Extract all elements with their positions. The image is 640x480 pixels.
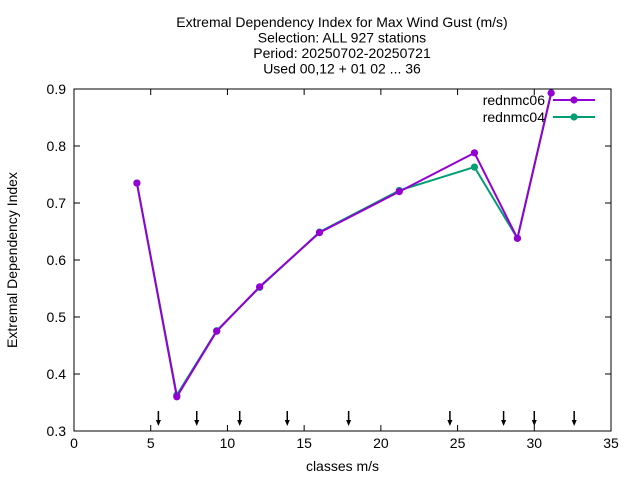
y-tick-label: 0.7	[47, 195, 67, 211]
data-point	[213, 327, 221, 335]
legend-swatch-point	[570, 113, 578, 121]
class-threshold-arrows	[155, 411, 577, 426]
data-point	[315, 229, 324, 237]
x-tick-label: 20	[373, 435, 389, 451]
legend-label: rednmc06	[483, 92, 545, 108]
axis-ticks: 0 5 10 15 20 25 30 35 0.3 0.4 0.5 0.6 0.7 0.8 0.9	[47, 81, 619, 451]
x-tick-label: 10	[220, 435, 236, 451]
series-line	[135, 92, 553, 397]
class-threshold-arrow	[155, 411, 161, 426]
y-axis-label: Extremal Dependency Index	[4, 172, 20, 348]
y-tick-label: 0.8	[47, 138, 67, 154]
class-threshold-arrow	[447, 411, 453, 426]
x-tick-label: 5	[147, 435, 155, 451]
legend-item-rednmc04: rednmc04	[483, 109, 595, 125]
x-tick-label: 35	[603, 435, 619, 451]
legend-item-rednmc06: rednmc06	[483, 92, 595, 108]
class-threshold-arrow	[284, 411, 290, 426]
data-point	[513, 234, 522, 242]
x-tick-label: 30	[526, 435, 542, 451]
series-rednmc04	[133, 89, 555, 399]
plot-frame	[73, 88, 612, 432]
data-point	[547, 89, 555, 97]
series-rednmc06	[133, 89, 555, 401]
legend-swatch-point	[570, 96, 578, 104]
y-tick-label: 0.3	[47, 423, 67, 439]
x-tick-label: 0	[70, 435, 78, 451]
class-threshold-arrow	[501, 411, 507, 426]
class-threshold-arrow	[194, 411, 200, 426]
class-threshold-arrow	[346, 411, 352, 426]
chart-title-line: Selection: ALL 927 stations	[258, 30, 426, 46]
data-point	[395, 188, 403, 196]
data-point	[256, 283, 264, 291]
x-axis-label: classes m/s	[306, 458, 379, 474]
chart-title-line: Used 00,12 + 01 02 ... 36	[263, 61, 421, 77]
y-tick-label: 0.9	[47, 81, 67, 97]
data-point	[133, 179, 141, 187]
x-tick-label: 25	[450, 435, 466, 451]
legend-label: rednmc04	[483, 109, 545, 125]
data-point	[470, 149, 479, 157]
class-threshold-arrow	[531, 411, 537, 426]
data-point	[173, 393, 181, 401]
chart-title-line: Extremal Dependency Index for Max Wind G…	[176, 14, 507, 30]
y-tick-label: 0.5	[47, 309, 67, 325]
data-point	[470, 163, 479, 171]
class-threshold-arrow	[571, 411, 577, 426]
x-tick-label: 15	[296, 435, 312, 451]
class-threshold-arrow	[237, 411, 243, 426]
chart-title: Extremal Dependency Index for Max Wind G…	[176, 14, 507, 77]
y-tick-label: 0.4	[47, 366, 67, 382]
series-group	[133, 89, 555, 401]
series-line	[135, 92, 553, 398]
chart-title-line: Period: 20250702-20250721	[253, 45, 431, 61]
y-tick-label: 0.6	[47, 252, 67, 268]
